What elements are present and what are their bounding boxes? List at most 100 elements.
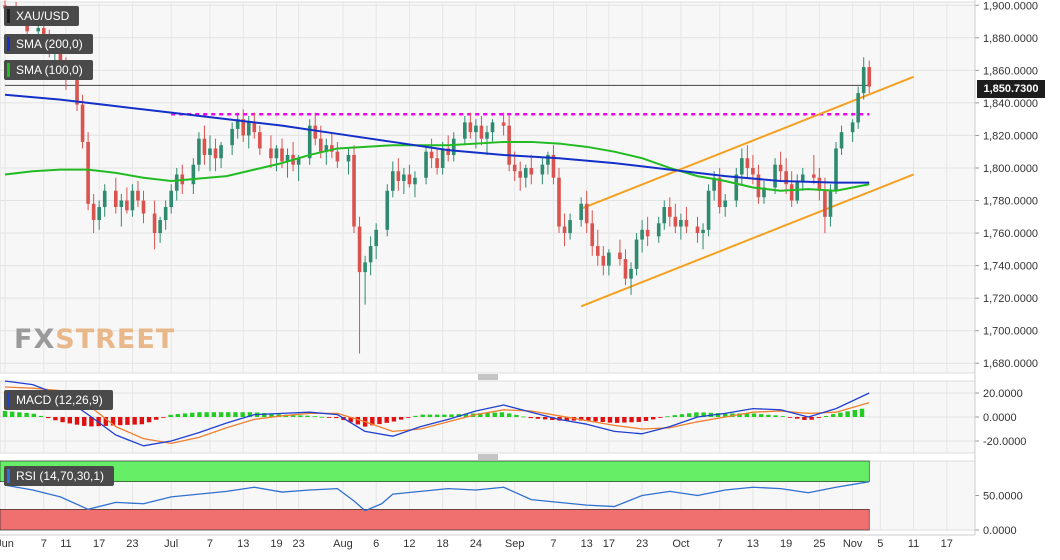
time-tick-label: 23 xyxy=(636,538,648,550)
candle-up xyxy=(346,148,351,175)
candle-down xyxy=(136,180,140,208)
macd-histogram xyxy=(2,408,865,427)
candle-body xyxy=(202,138,207,155)
candle-body xyxy=(80,104,85,142)
candle-body xyxy=(523,167,528,178)
candle-body xyxy=(368,246,373,263)
macd-histogram-bar xyxy=(326,417,332,418)
macd-histogram-bar xyxy=(521,416,526,418)
macd-histogram-bar xyxy=(485,412,490,417)
macd-histogram-bar xyxy=(60,417,65,423)
candle-body xyxy=(429,151,434,159)
time-tick-label: 17 xyxy=(941,538,953,550)
candle-body xyxy=(41,28,46,38)
macd-histogram-bar xyxy=(434,414,440,417)
macd-histogram-bar xyxy=(74,417,80,425)
candle-up xyxy=(385,184,390,237)
candle-body xyxy=(501,122,506,126)
macd-histogram-bar xyxy=(211,412,217,417)
candle-body xyxy=(451,138,456,155)
macd-histogram-bar xyxy=(226,412,231,417)
candle-body xyxy=(856,93,860,123)
macd-histogram-bar xyxy=(831,414,836,417)
price-tick-label: 1,800.0000 xyxy=(983,163,1038,175)
candle-body xyxy=(36,28,41,32)
macd-histogram-bar xyxy=(240,412,245,417)
candle-down xyxy=(778,151,783,181)
macd-tick-label: 0.0000 xyxy=(983,412,1017,424)
candle-down xyxy=(213,138,218,172)
candle-body xyxy=(86,141,90,204)
macd-histogram-bar xyxy=(744,413,750,417)
candle-down xyxy=(80,94,85,149)
candle-down xyxy=(141,190,146,224)
candle-body xyxy=(607,252,611,266)
main-grid xyxy=(0,2,975,530)
panel-resize-handle xyxy=(478,454,498,460)
candle-up xyxy=(762,180,766,204)
candle-body xyxy=(407,174,412,185)
macd-histogram-bar xyxy=(398,417,404,420)
candle-body xyxy=(540,164,545,175)
candle-body xyxy=(219,145,223,159)
candle-body xyxy=(584,203,589,224)
candle-body xyxy=(424,151,428,178)
price-tick-label: 1,740.0000 xyxy=(983,261,1038,273)
candle-body xyxy=(136,190,140,201)
candle-body xyxy=(174,174,179,191)
candle-up xyxy=(174,167,179,201)
candle-body xyxy=(197,138,201,165)
candle-body xyxy=(546,154,550,165)
macd-histogram-bar xyxy=(355,417,361,425)
candle-body xyxy=(318,138,323,152)
candle-up xyxy=(130,184,135,217)
candle-body xyxy=(114,190,118,208)
macd-histogram-bar xyxy=(312,416,317,418)
candle-body xyxy=(119,200,124,208)
macd-histogram-bar xyxy=(665,416,670,418)
macd-histogram-bar xyxy=(766,414,771,417)
candle-down xyxy=(435,148,439,175)
macd-histogram-bar xyxy=(809,417,814,420)
macd-histogram-bar xyxy=(636,417,641,422)
candle-body xyxy=(163,207,168,221)
candle-up xyxy=(723,194,727,217)
candle-down xyxy=(479,115,484,146)
price-tick-label: 1,820.0000 xyxy=(983,130,1038,142)
candle-body xyxy=(258,132,262,149)
rsi-tick-label: 50.0000 xyxy=(983,491,1023,503)
candle-body xyxy=(391,171,395,191)
candle-down xyxy=(562,213,567,247)
candle-body xyxy=(435,158,439,168)
macd-histogram-bar xyxy=(586,417,591,421)
candle-body xyxy=(861,67,866,94)
candle-body xyxy=(568,220,572,234)
macd-histogram-bar xyxy=(751,413,757,417)
candle-up xyxy=(285,148,290,178)
macd-histogram-bar xyxy=(233,412,238,417)
time-tick-label: 13 xyxy=(581,538,593,550)
macd-histogram-bar xyxy=(658,417,663,418)
candle-body xyxy=(745,158,750,168)
macd-histogram-bar xyxy=(694,412,699,417)
macd-histogram-bar xyxy=(737,413,742,417)
time-tick-label: 7 xyxy=(717,538,723,550)
current-price-label: 1,850.7300 xyxy=(977,80,1045,98)
macd-tick-label: -20.0000 xyxy=(983,436,1026,448)
macd-histogram-bar xyxy=(802,417,807,420)
candle-body xyxy=(446,148,450,155)
macd-histogram-bar xyxy=(262,413,267,417)
candle-up xyxy=(208,135,212,172)
candle-body xyxy=(324,145,329,152)
candle-up xyxy=(230,122,234,155)
candle-body xyxy=(97,207,101,221)
sma200-swatch xyxy=(7,37,10,51)
time-tick-label: 7 xyxy=(207,538,213,550)
macd-histogram-bar xyxy=(643,417,649,421)
rsi-line xyxy=(4,481,870,512)
candle-down xyxy=(91,194,96,234)
fxstreet-watermark: FXSTREET xyxy=(14,324,175,355)
candle-body xyxy=(557,177,561,227)
candle-body xyxy=(463,122,467,139)
candle-down xyxy=(269,135,273,168)
